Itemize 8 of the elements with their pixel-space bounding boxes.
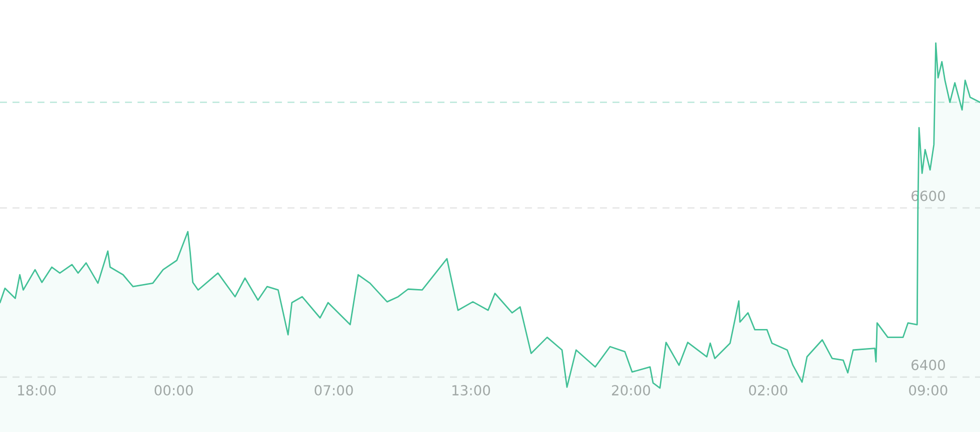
- x-tick-label: 09:00: [909, 385, 948, 396]
- x-tick-label: 02:00: [749, 385, 788, 396]
- x-tick-label: 18:00: [18, 385, 56, 396]
- y-tick-label: 6400: [912, 360, 945, 370]
- x-tick-label: 13:00: [452, 385, 490, 396]
- x-tick-label: 00:00: [154, 385, 193, 396]
- x-tick-label: 07:00: [314, 385, 353, 396]
- x-tick-label: 20:00: [612, 385, 650, 396]
